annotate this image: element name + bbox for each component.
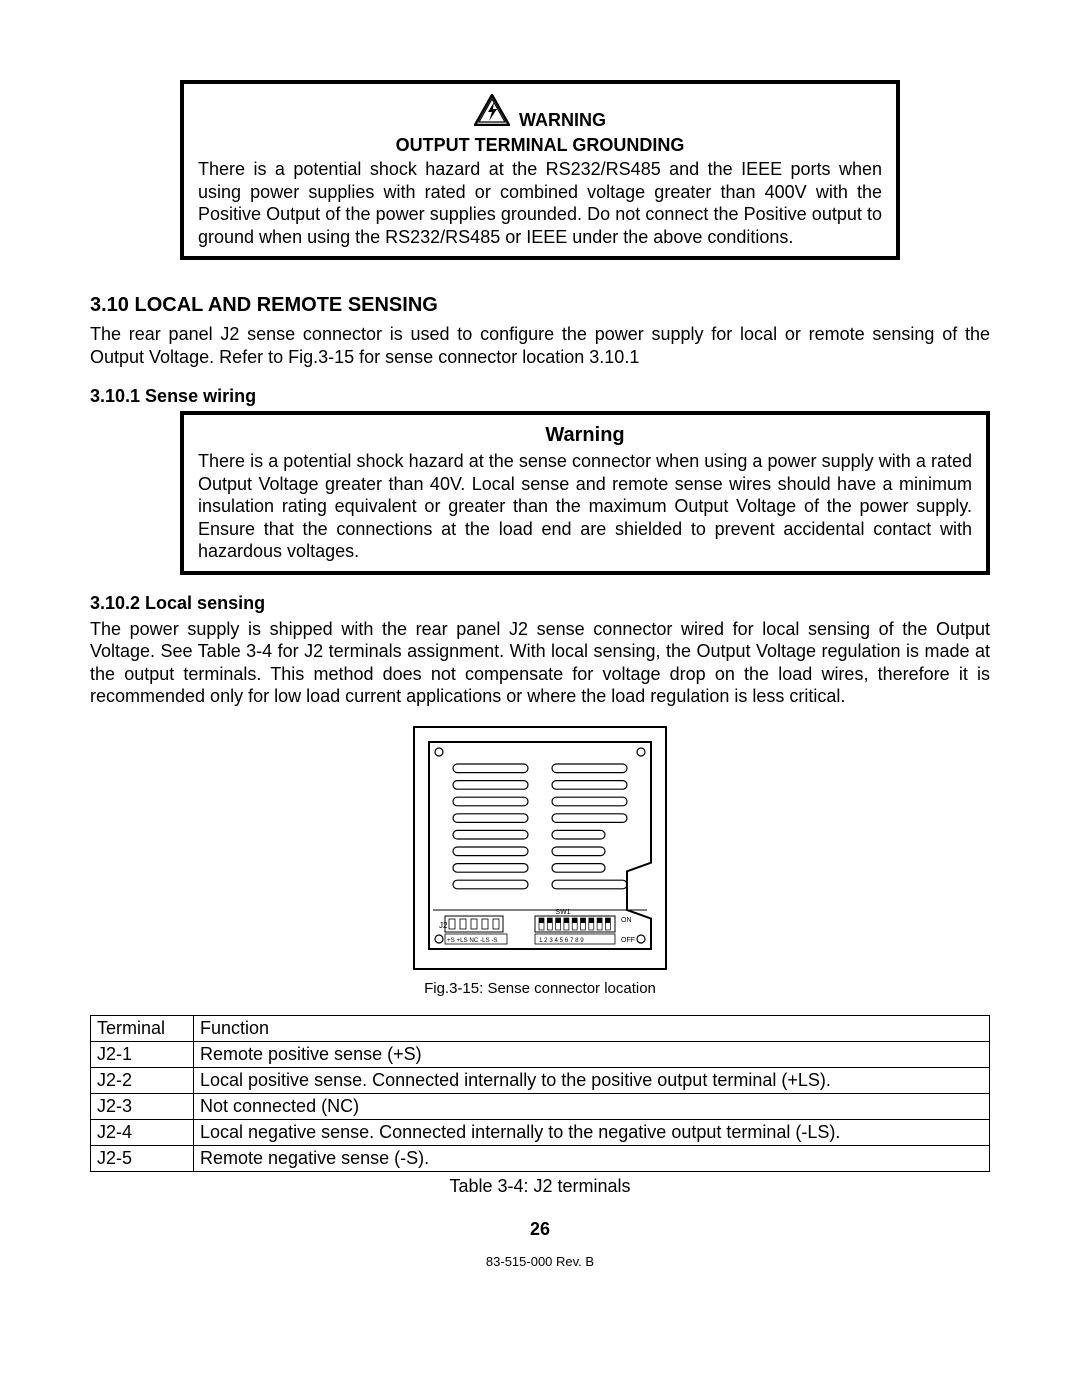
table-row: J2-3 Not connected (NC) — [91, 1093, 990, 1119]
warning-box-sensewiring: Warning There is a potential shock hazar… — [180, 411, 990, 575]
cell-function: Not connected (NC) — [194, 1093, 990, 1119]
cell-function: Local positive sense. Connected internal… — [194, 1067, 990, 1093]
warning-box-grounding: WARNING OUTPUT TERMINAL GROUNDING There … — [180, 80, 900, 260]
cell-terminal: J2-5 — [91, 1145, 194, 1171]
warning-subtitle: OUTPUT TERMINAL GROUNDING — [198, 134, 882, 157]
svg-text:J2: J2 — [439, 921, 448, 930]
svg-text:ON: ON — [621, 917, 632, 924]
high-voltage-icon — [474, 94, 510, 132]
figure-caption: Fig.3-15: Sense connector location — [90, 980, 990, 997]
cell-function: Local negative sense. Connected internal… — [194, 1119, 990, 1145]
table-header-terminal: Terminal — [91, 1015, 194, 1041]
cell-terminal: J2-1 — [91, 1041, 194, 1067]
svg-text:SW1: SW1 — [555, 909, 570, 916]
table-row: J2-4 Local negative sense. Connected int… — [91, 1119, 990, 1145]
table-header-function: Function — [194, 1015, 990, 1041]
j2-terminals-table: Terminal Function J2-1 Remote positive s… — [90, 1015, 990, 1172]
table-caption: Table 3-4: J2 terminals — [90, 1176, 990, 1197]
page: WARNING OUTPUT TERMINAL GROUNDING There … — [0, 0, 1080, 1397]
table-row: J2-5 Remote negative sense (-S). — [91, 1145, 990, 1171]
warning-label: WARNING — [519, 110, 606, 130]
section-heading-3-10: 3.10 LOCAL AND REMOTE SENSING — [90, 294, 990, 317]
page-number: 26 — [90, 1219, 990, 1240]
cell-terminal: J2-2 — [91, 1067, 194, 1093]
subheading-3-10-2: 3.10.2 Local sensing — [90, 593, 990, 614]
table-row: J2-2 Local positive sense. Connected int… — [91, 1067, 990, 1093]
section-body-3-10: The rear panel J2 sense connector is use… — [90, 323, 990, 368]
table-row: J2-1 Remote positive sense (+S) — [91, 1041, 990, 1067]
svg-text:OFF: OFF — [621, 937, 635, 944]
svg-text:1 2 3 4 5 6 7 8 9: 1 2 3 4 5 6 7 8 9 — [539, 937, 584, 944]
cell-terminal: J2-4 — [91, 1119, 194, 1145]
rear-panel-diagram: J2 SW1 ON OFF +S +LS NC -LS -S 1 2 3 4 5 6 7 … — [425, 738, 655, 953]
figure-frame: J2 SW1 ON OFF +S +LS NC -LS -S 1 2 3 4 5 6 7 … — [413, 726, 667, 970]
warning-header: WARNING — [198, 94, 882, 132]
figure-3-15: J2 SW1 ON OFF +S +LS NC -LS -S 1 2 3 4 5 6 7 … — [90, 726, 990, 970]
subheading-3-10-1: 3.10.1 Sense wiring — [90, 386, 990, 407]
warning-body: There is a potential shock hazard at the… — [198, 158, 882, 248]
svg-text:+S +LS NC -LS -S: +S +LS NC -LS -S — [447, 937, 498, 944]
warning2-body: There is a potential shock hazard at the… — [198, 450, 972, 563]
warning2-label: Warning — [198, 423, 972, 448]
footer-revision: 83-515-000 Rev. B — [90, 1254, 990, 1269]
cell-function: Remote negative sense (-S). — [194, 1145, 990, 1171]
section-body-3-10-2: The power supply is shipped with the rea… — [90, 618, 990, 708]
cell-function: Remote positive sense (+S) — [194, 1041, 990, 1067]
table-row: Terminal Function — [91, 1015, 990, 1041]
cell-terminal: J2-3 — [91, 1093, 194, 1119]
